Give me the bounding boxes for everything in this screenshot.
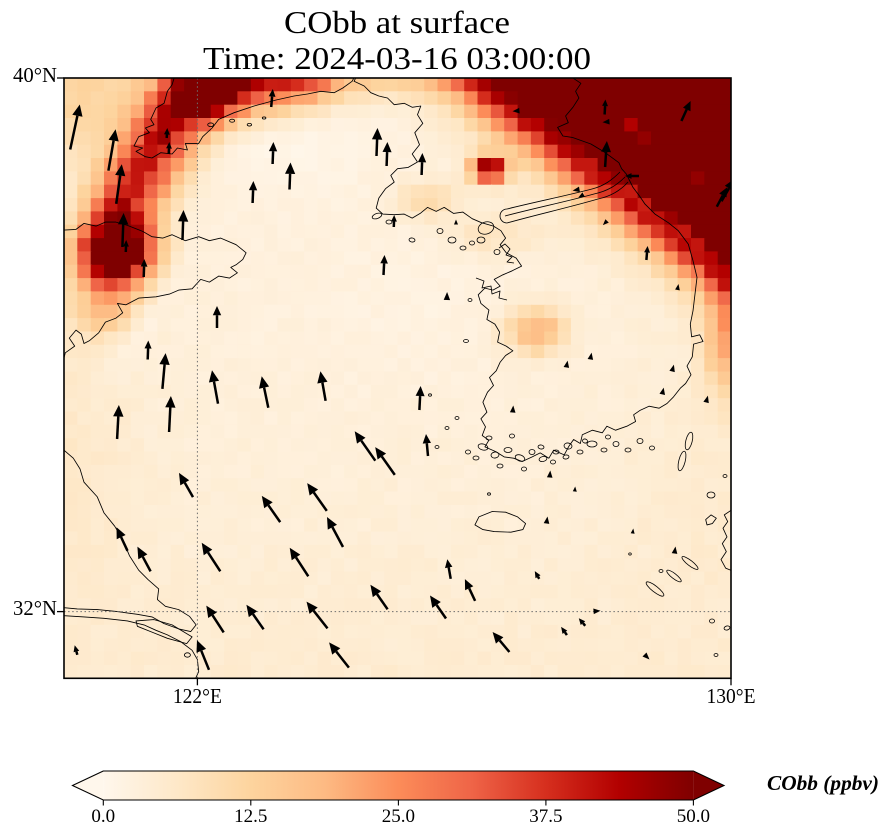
svg-text:25.0: 25.0 <box>382 806 415 827</box>
svg-text:37.5: 37.5 <box>529 806 562 827</box>
svg-text:CObb at surface: CObb at surface <box>284 4 510 40</box>
svg-text:CObb (ppbv): CObb (ppbv) <box>767 771 879 795</box>
svg-text:Time: 2024-03-16 03:00:00: Time: 2024-03-16 03:00:00 <box>203 40 591 76</box>
svg-text:50.0: 50.0 <box>677 806 710 827</box>
svg-text:32°N: 32°N <box>13 596 57 620</box>
svg-text:12.5: 12.5 <box>234 806 267 827</box>
svg-text:0.0: 0.0 <box>91 806 115 827</box>
svg-text:130°E: 130°E <box>707 684 756 708</box>
svg-text:122°E: 122°E <box>173 684 222 708</box>
svg-text:40°N: 40°N <box>13 63 57 87</box>
